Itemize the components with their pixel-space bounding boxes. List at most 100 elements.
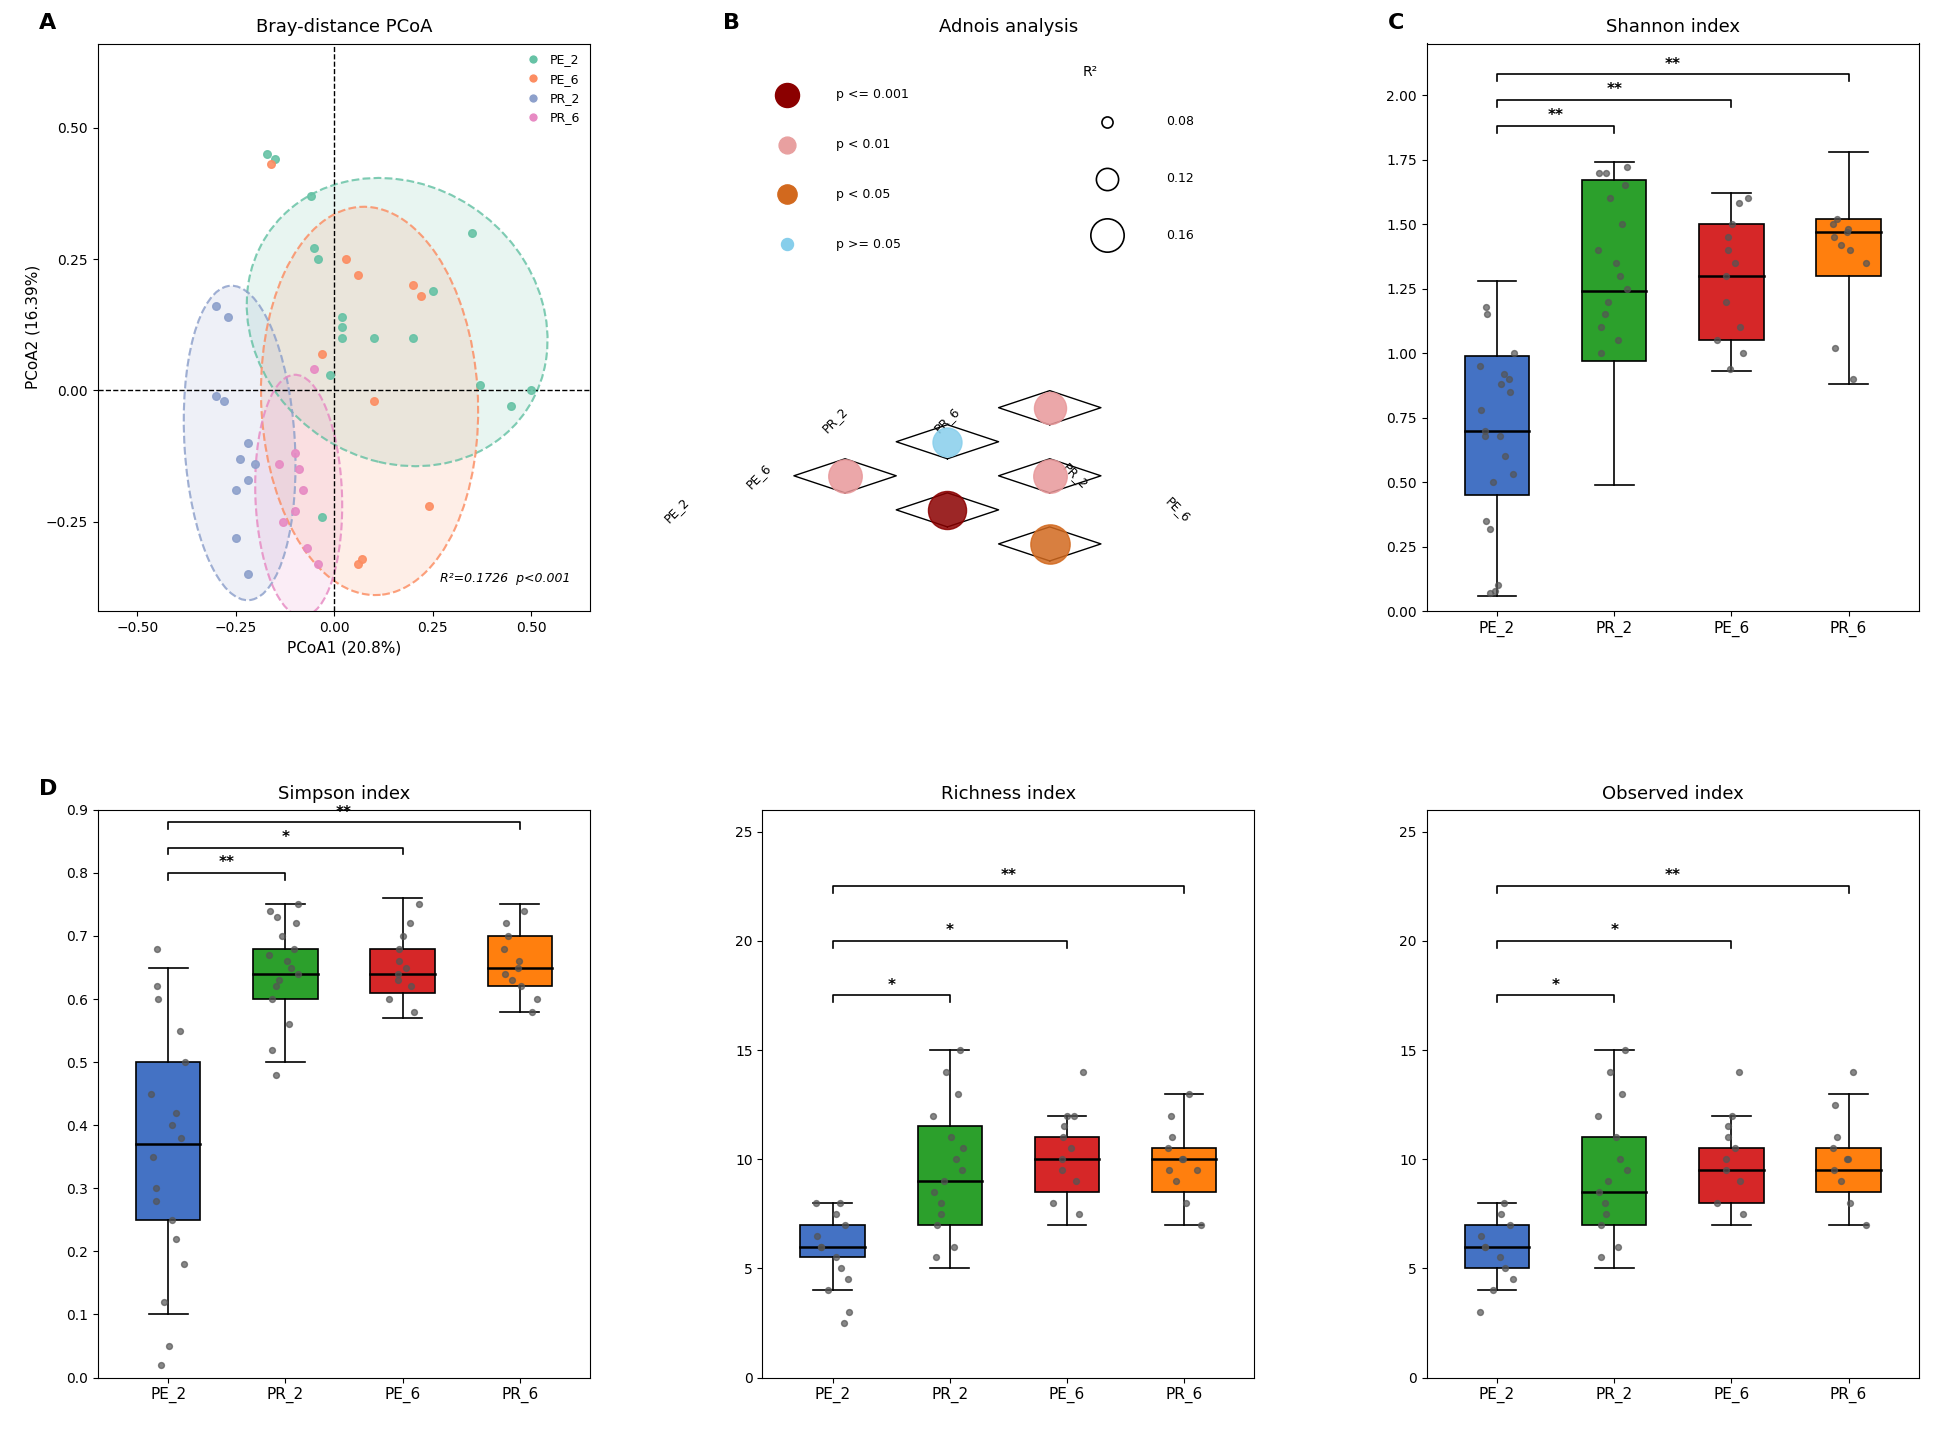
Point xyxy=(1816,213,1847,236)
Point xyxy=(153,1334,184,1357)
Point xyxy=(489,963,521,986)
Point xyxy=(260,1063,292,1086)
Point xyxy=(168,1253,200,1276)
Point xyxy=(1033,464,1065,487)
Point xyxy=(939,1147,971,1170)
Point xyxy=(830,464,861,487)
Point xyxy=(1712,357,1744,380)
PE_6 xyxy=(307,342,339,365)
Point xyxy=(1464,1301,1495,1324)
Text: **: ** xyxy=(337,805,352,819)
PE_6 xyxy=(397,274,429,297)
Point xyxy=(160,1227,192,1250)
Point xyxy=(1595,1060,1626,1083)
Point xyxy=(1483,1202,1515,1225)
Point xyxy=(384,937,415,960)
Point xyxy=(1718,1137,1750,1160)
PR_6 xyxy=(303,552,335,576)
PE_2 xyxy=(495,394,526,418)
Point xyxy=(1836,367,1867,390)
FancyBboxPatch shape xyxy=(1581,180,1646,361)
FancyBboxPatch shape xyxy=(1464,355,1528,494)
Point xyxy=(935,1125,967,1148)
Point xyxy=(1701,329,1732,352)
Text: PE_6: PE_6 xyxy=(1162,494,1192,525)
PR_2 xyxy=(207,389,239,412)
Point xyxy=(1834,238,1865,261)
Point xyxy=(1710,1159,1742,1182)
Point xyxy=(1732,187,1763,210)
PR_6 xyxy=(288,478,319,502)
Point xyxy=(1818,1093,1849,1116)
Point xyxy=(1157,1125,1188,1148)
Point xyxy=(1722,1060,1753,1083)
Point xyxy=(1599,1125,1630,1148)
Point xyxy=(812,1279,843,1302)
PE_2 xyxy=(307,505,339,528)
Text: 0.12: 0.12 xyxy=(1164,173,1194,186)
Text: p >= 0.05: p >= 0.05 xyxy=(836,238,900,251)
Point xyxy=(1493,380,1525,403)
Text: PE_6: PE_6 xyxy=(744,461,773,490)
Point xyxy=(393,912,425,935)
Point xyxy=(270,950,301,973)
Point xyxy=(1161,1169,1192,1192)
Point xyxy=(1591,1169,1622,1192)
Point xyxy=(135,1082,166,1105)
Point xyxy=(1718,251,1750,274)
Point xyxy=(276,956,307,979)
FancyBboxPatch shape xyxy=(1699,225,1763,341)
Point xyxy=(1493,367,1525,390)
FancyBboxPatch shape xyxy=(1699,1148,1763,1204)
PE_2 xyxy=(417,278,448,302)
Point xyxy=(1710,264,1742,287)
Point xyxy=(1726,342,1757,365)
Point xyxy=(503,950,534,973)
PR_2 xyxy=(200,294,231,318)
Point xyxy=(1474,581,1505,605)
Text: p <= 0.001: p <= 0.001 xyxy=(836,88,908,102)
PR_2 xyxy=(223,447,254,470)
Point xyxy=(497,969,528,992)
PE_6 xyxy=(346,547,378,570)
Point xyxy=(1470,509,1501,532)
Point xyxy=(1611,1159,1642,1182)
Point xyxy=(1581,161,1613,184)
Point xyxy=(820,1202,851,1225)
Point xyxy=(145,1353,176,1376)
Point xyxy=(804,1235,836,1259)
Point xyxy=(1589,1192,1620,1215)
Text: PR_2: PR_2 xyxy=(820,405,849,435)
PE_6 xyxy=(405,284,436,307)
PR_6 xyxy=(280,500,311,523)
Point xyxy=(1599,251,1630,274)
Point xyxy=(1830,220,1861,244)
Point xyxy=(1583,1246,1615,1269)
PE_6 xyxy=(342,552,374,576)
Point xyxy=(1710,1125,1742,1148)
Point xyxy=(830,1214,861,1237)
Point xyxy=(918,1103,949,1127)
Point xyxy=(1047,1115,1078,1138)
Point xyxy=(491,912,523,935)
Point xyxy=(141,1189,172,1212)
PE_2 xyxy=(515,378,546,402)
Point xyxy=(1714,213,1746,236)
Point xyxy=(1818,225,1849,248)
PE_6 xyxy=(254,152,286,175)
Text: **: ** xyxy=(219,856,235,870)
PE_2 xyxy=(303,248,335,271)
PR_2 xyxy=(211,304,243,328)
PR_6 xyxy=(284,458,315,481)
Point xyxy=(274,1012,305,1035)
Point xyxy=(282,893,313,916)
Ellipse shape xyxy=(254,374,342,616)
Point xyxy=(387,925,419,948)
Ellipse shape xyxy=(260,207,478,594)
Point xyxy=(1834,1192,1865,1215)
Text: B: B xyxy=(722,13,740,33)
Point xyxy=(834,1301,865,1324)
Point xyxy=(1583,342,1615,365)
FancyBboxPatch shape xyxy=(252,948,317,999)
Point xyxy=(1595,187,1626,210)
